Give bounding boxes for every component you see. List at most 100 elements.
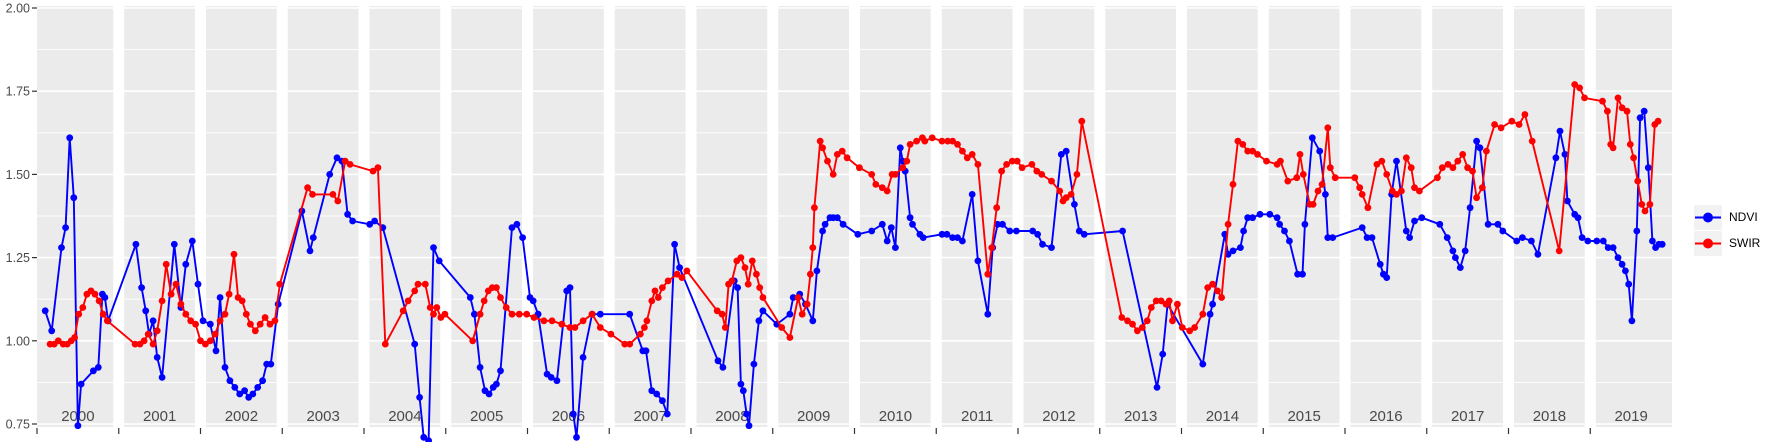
swir-point: [75, 310, 83, 318]
swir-point: [1626, 141, 1634, 148]
ndvi-point: [1071, 201, 1078, 208]
ndvi-point: [513, 220, 521, 228]
swir-point: [276, 280, 284, 288]
ndvi-point: [519, 234, 526, 242]
swir-point: [1169, 317, 1176, 325]
ndvi-point: [1461, 247, 1469, 255]
ndvi-point: [94, 364, 102, 371]
swir-point: [1199, 310, 1207, 318]
swir-point: [197, 337, 204, 345]
swir-point: [404, 297, 412, 305]
ndvi-point: [1604, 244, 1612, 252]
ndvi-point: [547, 374, 555, 381]
swir-point: [266, 320, 274, 328]
swir-point: [1571, 81, 1579, 88]
swir-point: [1483, 147, 1490, 155]
swir-point: [963, 154, 971, 162]
ndvi-point: [1299, 270, 1306, 278]
swir-point: [903, 157, 911, 165]
swir-point: [271, 317, 279, 325]
ndvi-point: [943, 230, 951, 238]
swir-point: [1033, 167, 1041, 175]
ndvi-point: [1383, 274, 1391, 281]
swir-point: [493, 284, 500, 291]
swir-point: [1118, 314, 1126, 321]
x-axis-label: 2008: [715, 408, 748, 425]
swir-point: [819, 144, 826, 152]
ndvi-point: [476, 364, 484, 371]
swir-point: [1478, 184, 1486, 192]
swir-point: [659, 284, 666, 291]
swir-point: [558, 320, 566, 328]
ndvi-point: [1316, 147, 1324, 155]
ndvi-point: [221, 364, 229, 371]
swir-point: [1364, 204, 1372, 212]
ndvi-point: [1358, 224, 1366, 232]
swir-point: [843, 154, 851, 162]
swir-point: [187, 317, 195, 325]
ndvi-point: [132, 240, 140, 248]
swir-point: [794, 294, 802, 301]
swir-point: [1204, 284, 1212, 291]
swir-point: [441, 310, 449, 318]
ndvi-point: [883, 237, 891, 245]
swir-point: [1293, 174, 1301, 182]
ndvi-point: [1578, 234, 1586, 242]
ndvi-point: [626, 310, 634, 318]
swir-point: [579, 317, 587, 325]
swir-point: [607, 330, 615, 338]
ndvi-point: [226, 377, 234, 385]
ndvi-point: [466, 294, 474, 301]
ndvi-point: [1244, 214, 1252, 222]
x-axis-label: 2011: [961, 408, 993, 425]
x-axis-label: 2006: [552, 408, 585, 425]
ndvi-point: [497, 367, 504, 375]
swir-point: [334, 197, 342, 205]
ndvi-point: [745, 422, 753, 430]
swir-point: [256, 320, 264, 328]
ndvi-point: [1628, 317, 1636, 325]
swir-point: [1048, 177, 1055, 185]
swir-point: [158, 297, 166, 305]
x-axis-label: 2005: [470, 408, 503, 425]
swir-point: [131, 340, 139, 348]
swir-point: [1186, 327, 1194, 335]
ndvi-point: [739, 387, 747, 395]
swir-point: [1214, 287, 1221, 295]
swir-point: [309, 191, 316, 198]
ndvi-point: [949, 234, 956, 242]
swir-point: [242, 310, 250, 318]
ndvi-point: [77, 380, 85, 388]
ndvi-point: [158, 374, 166, 381]
swir-point: [1008, 157, 1016, 165]
swir-point: [921, 137, 929, 145]
legend-label-swir: SWIR: [1729, 236, 1761, 250]
ndvi-point: [182, 260, 190, 268]
ndvi-point: [566, 284, 574, 291]
swir-point: [95, 297, 103, 305]
swir-point: [497, 294, 504, 301]
ndvi-point: [1034, 230, 1041, 238]
swir-point: [430, 310, 437, 318]
swir-point: [329, 191, 337, 198]
ndvi-point: [254, 384, 262, 391]
swir-point: [1383, 171, 1391, 178]
swir-point: [1581, 94, 1588, 102]
ndvi-point: [1636, 114, 1644, 122]
swir-point: [596, 324, 604, 331]
ndvi-point: [1240, 227, 1247, 235]
ndvi-point: [493, 380, 500, 388]
ndvi-point: [153, 354, 161, 361]
swir-point: [673, 270, 681, 278]
ndvi-point: [1039, 240, 1046, 248]
swir-point: [988, 244, 996, 252]
swir-point: [1018, 164, 1026, 172]
swir-point: [798, 310, 806, 318]
ndvi-point: [430, 244, 437, 252]
ndvi-point: [1209, 300, 1216, 308]
ndvi-point: [371, 217, 378, 225]
swir-point: [1646, 201, 1654, 208]
swir-point: [433, 304, 441, 311]
ndvi-point: [306, 247, 314, 255]
x-grid-bands: [113, 6, 1596, 427]
